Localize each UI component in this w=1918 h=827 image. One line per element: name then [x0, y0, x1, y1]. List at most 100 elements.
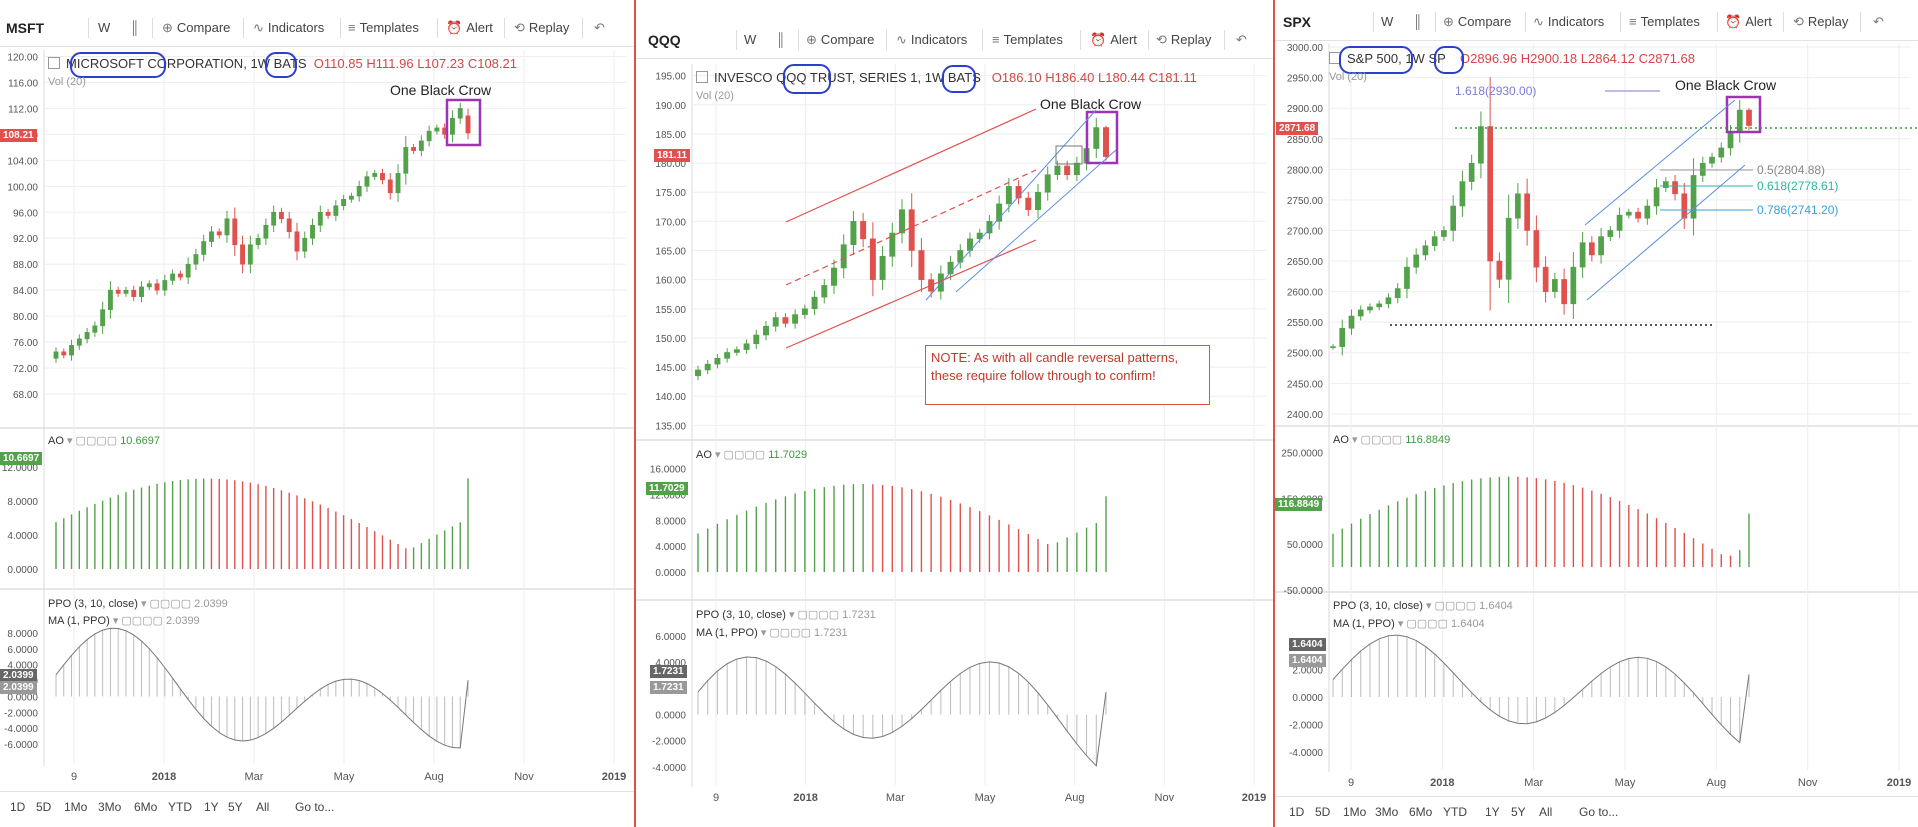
ppo-settings-icon[interactable]: ▾ ▢▢▢▢	[788, 609, 840, 621]
range-3mo[interactable]: 3Mo	[1375, 805, 1399, 819]
time-axis-label: Aug	[1707, 777, 1727, 789]
candle-body	[1054, 165, 1061, 176]
range-5y[interactable]: 5Y	[1511, 805, 1526, 819]
candle-body	[162, 280, 168, 291]
ohlc-open: O2896.96	[1460, 51, 1518, 66]
range-1d[interactable]: 1D	[1289, 805, 1305, 819]
range-6mo[interactable]: 6Mo	[1409, 805, 1433, 819]
chart-panel-spx: SPX W ║ ⊕ Compare ∿ Indicators ≡ Templates …	[1275, 0, 1918, 827]
ao-value-tag: 116.8849	[1275, 498, 1323, 511]
candle-body	[271, 211, 277, 226]
range-1mo[interactable]: 1Mo	[1343, 805, 1367, 819]
range-5d[interactable]: 5D	[1315, 805, 1331, 819]
templates-button[interactable]: ≡ Templates	[1629, 4, 1700, 40]
interval-button[interactable]: W	[1381, 14, 1394, 29]
qqq-chart-canvas[interactable]: 9 2018 Mar May Aug Nov 2019 135.00 140.00 145.00 1…	[636, 0, 1275, 827]
range-1y[interactable]: 1Y	[1485, 805, 1500, 819]
price-axis-label: 140.00	[655, 392, 686, 403]
alert-button[interactable]: ⏰ Alert	[1725, 4, 1772, 40]
ma-settings-icon[interactable]: ▾ ▢▢▢▢	[760, 627, 811, 639]
candle-body	[286, 218, 292, 233]
range-6mo[interactable]: 6Mo	[134, 800, 158, 814]
ppo-settings-icon[interactable]: ▾ ▢▢▢▢	[140, 598, 192, 610]
undo-button[interactable]: ↶	[594, 10, 609, 46]
range-1d[interactable]: 1D	[10, 800, 26, 814]
compare-button[interactable]: ⊕ Compare	[1443, 4, 1511, 40]
chart-panel-qqq: QQQ W ║ ⊕ Compare ∿ Indicators ≡ Templates …	[634, 0, 1275, 827]
undo-button[interactable]: ↶	[1236, 22, 1251, 58]
range-1mo[interactable]: 1Mo	[64, 800, 88, 814]
templates-icon: ≡	[1629, 14, 1637, 29]
interval-highlight-circle	[1434, 46, 1464, 74]
symbol-search[interactable]: QQQ	[648, 32, 681, 48]
chart-style-button[interactable]: ║	[776, 22, 789, 58]
candle-body	[356, 186, 362, 197]
go-to-date-button[interactable]: Go to...	[295, 800, 335, 814]
templates-button[interactable]: ≡ Templates	[992, 22, 1063, 58]
range-5d[interactable]: 5D	[36, 800, 52, 814]
interval-button[interactable]: W	[744, 32, 757, 47]
indicators-button[interactable]: ∿ Indicators	[896, 22, 967, 58]
templates-button[interactable]: ≡ Templates	[348, 10, 419, 46]
ao-settings-icon[interactable]: ▾ ▢▢▢▢	[714, 449, 766, 461]
indicators-button[interactable]: ∿ Indicators	[253, 10, 324, 46]
time-axis-label: Aug	[1065, 792, 1085, 804]
candle-body	[457, 108, 463, 119]
ppo-settings-icon[interactable]: ▾ ▢▢▢▢	[1425, 600, 1477, 612]
candle-body	[115, 289, 121, 294]
range-1y[interactable]: 1Y	[204, 800, 219, 814]
ma-value-tag: 2.0399	[0, 681, 37, 694]
alert-button[interactable]: ⏰ Alert	[446, 10, 493, 46]
chart-style-button[interactable]: ║	[130, 10, 143, 46]
compare-label: Compare	[820, 32, 875, 47]
range-ytd[interactable]: YTD	[1443, 805, 1467, 819]
candle-body	[1103, 127, 1109, 157]
replay-button[interactable]: ⟲ Replay	[1793, 4, 1848, 40]
candle-body	[1653, 187, 1660, 207]
candle-body	[1672, 181, 1678, 195]
ao-axis-label: 250.0000	[1281, 449, 1323, 460]
go-to-date-button[interactable]: Go to...	[1579, 805, 1619, 819]
ao-settings-icon[interactable]: ▾ ▢▢▢▢	[1351, 434, 1403, 446]
candle-body	[918, 250, 925, 280]
ppo-axis-label: 4.0000	[655, 658, 686, 669]
toolbar-divider	[88, 18, 89, 38]
templates-label: Templates	[359, 20, 419, 35]
candle-body	[61, 351, 67, 356]
ao-settings-icon[interactable]: ▾ ▢▢▢▢	[66, 435, 118, 447]
ma-settings-icon[interactable]: ▾ ▢▢▢▢	[112, 615, 163, 627]
range-5y[interactable]: 5Y	[228, 800, 243, 814]
candle-body	[139, 286, 144, 297]
alert-button[interactable]: ⏰ Alert	[1090, 22, 1137, 58]
range-ytd[interactable]: YTD	[168, 800, 192, 814]
compare-button[interactable]: ⊕ Compare	[806, 22, 874, 58]
legend-collapse-icon[interactable]	[696, 71, 708, 83]
ohlc-low: L2864.12	[1580, 51, 1635, 66]
legend-collapse-icon[interactable]	[48, 57, 60, 69]
undo-button[interactable]: ↶	[1873, 4, 1888, 40]
interval-button[interactable]: W	[98, 20, 111, 35]
candle-body	[1561, 279, 1567, 305]
range-3mo[interactable]: 3Mo	[98, 800, 122, 814]
indicators-button[interactable]: ∿ Indicators	[1533, 4, 1604, 40]
candle-body	[704, 363, 711, 371]
toolbar-divider	[798, 30, 799, 50]
range-all[interactable]: All	[256, 800, 270, 814]
replay-button[interactable]: ⟲ Replay	[1156, 22, 1211, 58]
blue-trend-channel-line	[1586, 164, 1746, 301]
ma-settings-icon[interactable]: ▾ ▢▢▢▢	[1397, 618, 1448, 630]
replay-button[interactable]: ⟲ Replay	[514, 10, 569, 46]
candle-body	[325, 211, 331, 216]
symbol-search[interactable]: MSFT	[6, 20, 45, 36]
candle-body	[317, 211, 323, 226]
spx-chart-canvas[interactable]: 9 2018 Mar May Aug Nov 2019 2400.00 2450.00 2500.…	[1275, 0, 1918, 827]
chart-style-button[interactable]: ║	[1413, 4, 1426, 40]
one-black-crow-box	[445, 98, 482, 147]
symbol-search[interactable]: SPX	[1283, 14, 1312, 30]
ppo-axis-label: 6.0000	[655, 632, 686, 643]
msft-chart-canvas[interactable]: 9 2018 Mar May Aug Nov 2019 68.00 72.00 76.00 80.0…	[0, 0, 634, 827]
toolbar-divider	[243, 18, 244, 38]
range-all[interactable]: All	[1539, 805, 1553, 819]
compare-button[interactable]: ⊕ Compare	[162, 10, 230, 46]
price-axis-label: 2500.00	[1287, 349, 1324, 360]
